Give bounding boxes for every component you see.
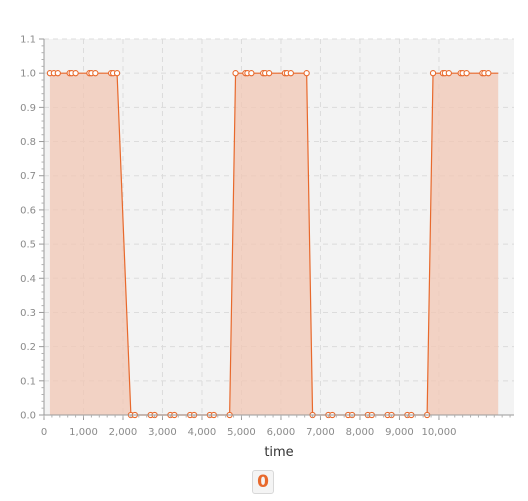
y-tick-label: 0.7 <box>20 171 36 182</box>
y-tick-label: 0.6 <box>20 205 36 216</box>
data-point <box>113 70 121 77</box>
data-point <box>72 70 79 77</box>
y-tick-label: 0.0 <box>20 411 36 422</box>
y-tick-label: 0.2 <box>20 342 36 353</box>
x-tick-label: 7,000 <box>306 427 335 438</box>
data-point <box>54 70 61 77</box>
x-tick-label: 2,000 <box>109 427 138 438</box>
y-tick-label: 1.0 <box>20 69 36 80</box>
x-tick-label: 6,000 <box>267 427 296 438</box>
data-point <box>248 70 255 77</box>
y-tick-label: 0.1 <box>20 376 36 387</box>
data-point <box>303 70 310 77</box>
y-tick-label: 0.5 <box>20 240 36 251</box>
data-point <box>92 70 99 77</box>
x-tick-label: 5,000 <box>227 427 256 438</box>
legend-label: 0 <box>257 471 269 492</box>
x-tick-label: 10,000 <box>421 427 456 438</box>
y-tick-label: 0.8 <box>20 137 36 148</box>
x-tick-label: 3,000 <box>148 427 177 438</box>
data-point <box>463 70 470 77</box>
x-axis-title: time <box>264 445 293 460</box>
y-tick-label: 0.3 <box>20 308 36 319</box>
data-point <box>287 70 294 77</box>
y-tick-label: 0.4 <box>20 274 36 285</box>
series-area <box>49 73 499 415</box>
x-tick-label: 0 <box>41 427 47 438</box>
data-point <box>232 70 239 77</box>
y-tick-label: 0.9 <box>20 103 36 114</box>
data-point <box>265 70 273 77</box>
axes: 0.0 0.1 0.2 0.3 0.4 0.5 0.6 0.7 0.8 0.9 1.0 1.1 0 1,0… <box>20 35 514 438</box>
data-point <box>445 70 452 77</box>
data-point <box>485 70 492 77</box>
x-tick-label: 8,000 <box>346 427 375 438</box>
legend-item[interactable]: 0 <box>252 470 274 494</box>
y-tick-label: 1.1 <box>20 35 36 46</box>
x-tick-label: 9,000 <box>385 427 414 438</box>
x-tick-label: 4,000 <box>188 427 217 438</box>
data-point <box>429 70 437 77</box>
x-tick-label: 1,000 <box>69 427 98 438</box>
